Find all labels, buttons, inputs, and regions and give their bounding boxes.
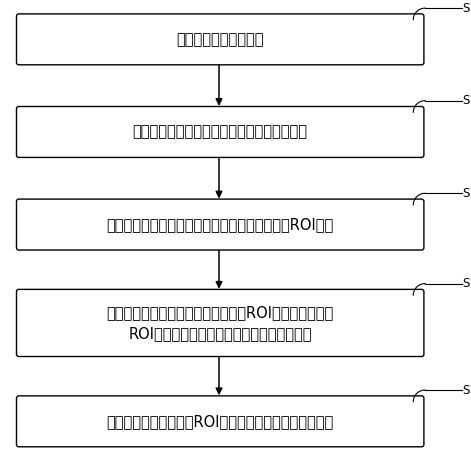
FancyBboxPatch shape <box>16 106 424 157</box>
Text: 获取车道的初始透视图: 获取车道的初始透视图 <box>177 32 264 47</box>
Text: S102: S102 <box>462 94 471 107</box>
FancyBboxPatch shape <box>16 289 424 357</box>
Text: 基于目标逆透视变换矩阵，将自适应ROI矩阵对应的目标
ROI区域还原至初始透视图，得到目标透视图: 基于目标逆透视变换矩阵，将自适应ROI矩阵对应的目标 ROI区域还原至初始透视图… <box>106 305 334 341</box>
FancyBboxPatch shape <box>16 14 424 65</box>
Text: 基于目标车道线方程，拟合第一鸟瞰图的自适应ROI矩阵: 基于目标车道线方程，拟合第一鸟瞰图的自适应ROI矩阵 <box>106 217 334 232</box>
FancyBboxPatch shape <box>16 396 424 447</box>
Text: S105: S105 <box>462 383 471 397</box>
Text: 对初始透视图进行透视变换，得到第一鸟瞰图: 对初始透视图进行透视变换，得到第一鸟瞰图 <box>133 125 308 139</box>
Text: 基于目标透视图的目标ROI区域，提取车道的第一车道线: 基于目标透视图的目标ROI区域，提取车道的第一车道线 <box>106 414 334 429</box>
Text: S101: S101 <box>462 1 471 15</box>
FancyBboxPatch shape <box>16 199 424 250</box>
Text: S103: S103 <box>462 187 471 200</box>
Text: S104: S104 <box>462 277 471 290</box>
